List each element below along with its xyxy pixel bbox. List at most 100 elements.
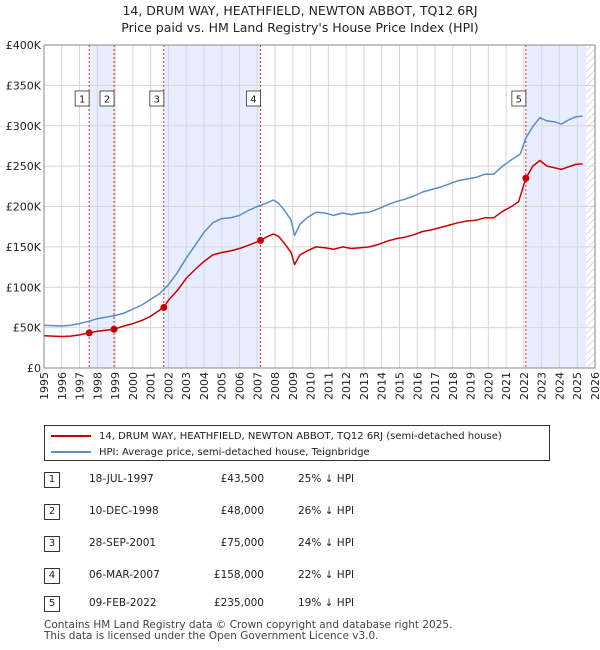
sale-label-text: 5: [516, 95, 522, 106]
footer-copyright: Contains HM Land Registry data © Crown c…: [44, 619, 453, 631]
x-tick-label: 2021: [500, 372, 513, 400]
legend-swatch-hpi: [51, 451, 91, 453]
x-tick-label: 2006: [234, 372, 247, 400]
x-tick-label: 1996: [56, 372, 69, 400]
sale-row: 5 09-FEB-2022 £235,000 19% ↓ HPI: [44, 594, 424, 614]
x-tick-label: 2003: [180, 372, 193, 400]
x-tick-label: 2009: [287, 372, 300, 400]
title-line-1: 14, DRUM WAY, HEATHFIELD, NEWTON ABBOT, …: [122, 3, 478, 18]
sale-price: £75,000: [220, 537, 264, 549]
sale-number-badge: 2: [44, 504, 60, 520]
legend-item-price-paid: 14, DRUM WAY, HEATHFIELD, NEWTON ABBOT, …: [51, 428, 502, 444]
sale-number-badge: 3: [44, 536, 60, 552]
x-tick-label: 2015: [393, 372, 406, 400]
sale-point: [110, 325, 118, 333]
x-tick-label: 2010: [305, 372, 318, 400]
legend: 14, DRUM WAY, HEATHFIELD, NEWTON ABBOT, …: [44, 425, 550, 461]
sale-point: [522, 174, 530, 182]
x-tick-label: 2007: [251, 372, 264, 400]
sale-row: 4 06-MAR-2007 £158,000 22% ↓ HPI: [44, 566, 424, 586]
x-tick-label: 2000: [127, 372, 140, 400]
sale-hpi-diff: 25% ↓ HPI: [298, 473, 355, 485]
sale-number-badge: 1: [44, 472, 60, 488]
sale-number-badge: 4: [44, 568, 60, 584]
y-tick-label: £250K: [6, 160, 42, 173]
x-tick-label: 2019: [465, 372, 478, 400]
y-tick-label: £50K: [13, 322, 42, 335]
sale-row: 2 10-DEC-1998 £48,000 26% ↓ HPI: [44, 502, 424, 522]
sale-hpi-diff: 26% ↓ HPI: [298, 505, 355, 517]
footer: Contains HM Land Registry data © Crown c…: [44, 620, 452, 642]
x-tick-label: 2012: [340, 372, 353, 400]
legend-swatch-price-paid: [51, 435, 91, 437]
x-tick-label: 2008: [269, 372, 282, 400]
x-tick-label: 2002: [162, 372, 175, 400]
x-tick-label: 2020: [482, 372, 495, 400]
sale-label-frame: [246, 90, 261, 107]
x-tick-label: 2022: [518, 372, 531, 400]
sale-hpi-diff: 22% ↓ HPI: [298, 569, 355, 581]
sale-hpi-diff: 19% ↓ HPI: [298, 597, 355, 609]
sale-row: 1 18-JUL-1997 £43,500 25% ↓ HPI: [44, 470, 424, 490]
y-tick-label: £400K: [6, 39, 42, 52]
x-tick-label: 2018: [447, 372, 460, 400]
sale-label-frame: [99, 90, 115, 107]
x-tick-label: 2004: [198, 372, 211, 400]
sale-label-box: 5: [511, 90, 527, 107]
sale-label-text: 4: [250, 95, 256, 106]
sale-label-box: 1: [74, 90, 90, 107]
x-tick-label: 2017: [429, 372, 442, 400]
sale-price: £235,000: [213, 597, 264, 609]
sale-hpi-diff: 24% ↓ HPI: [298, 537, 355, 549]
sale-label-frame: [511, 90, 527, 107]
price-paid-line: [43, 159, 583, 338]
footer-license: This data is licensed under the Open Gov…: [44, 630, 379, 642]
x-tick-label: 2023: [536, 372, 549, 400]
sale-row: 3 28-SEP-2001 £75,000 24% ↓ HPI: [44, 534, 424, 554]
x-tick-label: 2025: [571, 372, 584, 400]
sale-label-text: 1: [79, 95, 85, 106]
x-tick-label: 2011: [322, 372, 335, 400]
y-tick-label: £350K: [6, 79, 42, 92]
x-tick-label: 2016: [411, 372, 424, 400]
sale-price: £43,500: [220, 473, 264, 485]
legend-label-price-paid: 14, DRUM WAY, HEATHFIELD, NEWTON ABBOT, …: [99, 430, 502, 442]
sale-label-text: 3: [154, 95, 160, 106]
legend-label-hpi: HPI: Average price, semi-detached house,…: [99, 446, 370, 458]
chart-title: 14, DRUM WAY, HEATHFIELD, NEWTON ABBOT, …: [0, 2, 600, 36]
price-chart: 1 2 3 4 5 £0 £50K £100K £150K £200K £250K £300K £350…: [6, 39, 600, 400]
sale-date: 06-MAR-2007: [89, 569, 160, 581]
x-tick-label: 1997: [74, 372, 87, 400]
title-line-2: Price paid vs. HM Land Registry's House …: [121, 20, 479, 35]
hpi-line: [43, 115, 583, 327]
legend-item-hpi: HPI: Average price, semi-detached house,…: [51, 444, 370, 460]
sale-label-frame: [149, 90, 165, 107]
sale-price: £158,000: [213, 569, 264, 581]
y-tick-label: £150K: [6, 241, 42, 254]
sale-date: 10-DEC-1998: [89, 505, 159, 517]
x-tick-label: 2013: [358, 372, 371, 400]
sale-date: 18-JUL-1997: [89, 473, 154, 485]
x-tick-label: 2014: [376, 372, 389, 400]
sale-point: [85, 329, 93, 337]
sale-label-box: 2: [99, 90, 115, 107]
sale-label-box: 3: [149, 90, 165, 107]
sale-label-frame: [74, 90, 90, 107]
y-tick-label: £300K: [6, 120, 42, 133]
sale-number-badge: 5: [44, 596, 60, 612]
sale-date: 09-FEB-2022: [89, 597, 157, 609]
y-tick-label: £0: [27, 362, 41, 375]
sale-label-box: 4: [246, 90, 261, 107]
x-tick-label: 1999: [109, 372, 122, 400]
sale-point: [160, 303, 168, 311]
sale-date: 28-SEP-2001: [89, 537, 157, 549]
x-tick-label: 2026: [589, 372, 600, 400]
x-tick-label: 2005: [216, 372, 229, 400]
sale-point: [256, 236, 264, 244]
y-tick-label: £200K: [6, 201, 42, 214]
x-tick-label: 1995: [38, 372, 51, 400]
x-tick-label: 2001: [145, 372, 158, 400]
sale-price: £48,000: [220, 505, 264, 517]
x-tick-label: 2024: [553, 372, 566, 400]
y-tick-label: £100K: [6, 281, 42, 294]
